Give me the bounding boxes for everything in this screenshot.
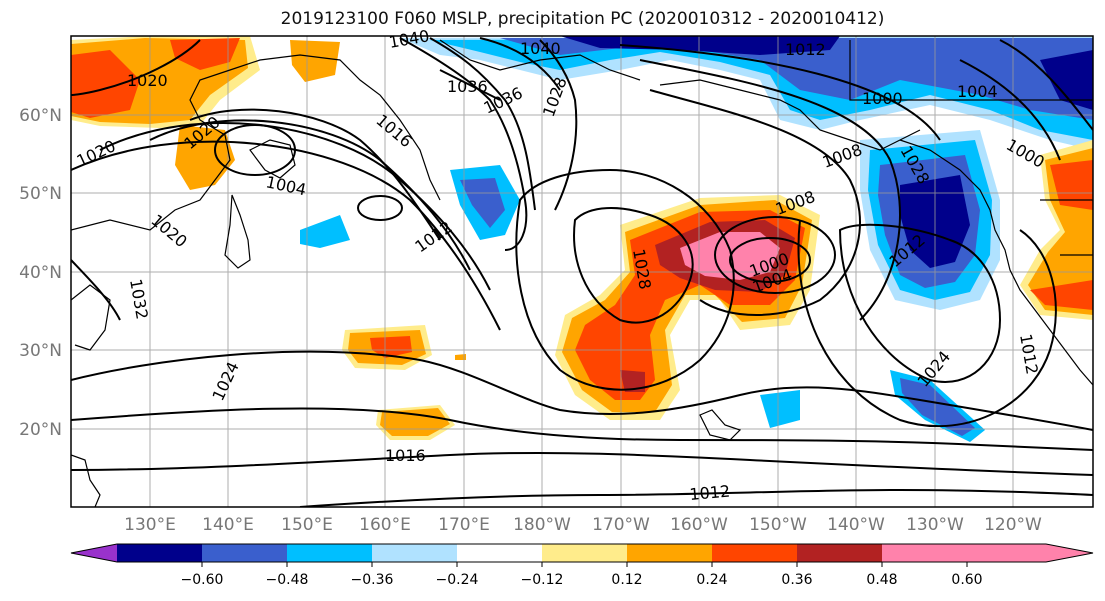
contour-label: 1040	[520, 39, 561, 58]
colorbar-cell-6	[542, 544, 627, 562]
map-plot-area	[71, 36, 1093, 507]
lat-label-60n: 60°N	[19, 106, 62, 126]
colorbar-tick: −0.36	[351, 572, 394, 588]
colorbar-cell-4	[372, 544, 457, 562]
lon-label: 130°W	[906, 515, 964, 535]
lon-label: 120°W	[984, 515, 1042, 535]
graticule	[71, 36, 1093, 507]
colorbar-tick: 0.12	[611, 572, 642, 588]
colorbar-tick: −0.60	[181, 572, 224, 588]
contour-label: 1016	[385, 446, 426, 465]
colorbar-cell-0	[71, 544, 117, 562]
map-title: 2019123100 F060 MSLP, precipitation PC (…	[280, 9, 885, 29]
colorbar-cell-5	[457, 544, 542, 562]
precip-shading	[71, 36, 1093, 442]
lon-label: 140°E	[202, 515, 254, 535]
map-frame	[70, 35, 1094, 508]
longitude-labels: 130°E 140°E 150°E 160°E 170°E 180°W 170°…	[124, 515, 1042, 535]
colorbar-cell-10	[882, 544, 1093, 562]
colorbar-tick: 0.24	[696, 572, 727, 588]
colorbar-outline	[70, 543, 1094, 563]
contour-label: 1000	[862, 89, 903, 108]
lon-label: 150°W	[749, 515, 807, 535]
colorbar: −0.60 −0.48 −0.36 −0.24 −0.12 0.12 0.24 …	[70, 543, 1094, 588]
contour-label: 1020	[127, 71, 168, 90]
lon-label: 180°W	[513, 515, 571, 535]
lat-label-30n: 30°N	[19, 341, 62, 361]
lat-label-40n: 40°N	[19, 263, 62, 283]
lon-label: 170°W	[592, 515, 650, 535]
colorbar-tick: −0.24	[436, 572, 479, 588]
contour-label: 1012	[785, 40, 826, 59]
colorbar-cell-3	[287, 544, 372, 562]
contour-label: 1036	[447, 77, 488, 96]
lat-label-20n: 20°N	[19, 420, 62, 440]
colorbar-tick: 0.48	[866, 572, 897, 588]
contour-label: 1004	[957, 82, 998, 101]
contour-label: 1012	[689, 482, 731, 504]
lon-label: 150°E	[281, 515, 333, 535]
latitude-labels: 60°N 50°N 40°N 30°N 20°N	[19, 106, 62, 440]
lat-label-50n: 50°N	[19, 184, 62, 204]
colorbar-tick: 0.60	[951, 572, 982, 588]
coastlines	[71, 39, 1093, 507]
colorbar-tick: −0.48	[266, 572, 309, 588]
contour-labels: 1040 1040 1036 1036 1020 1020 1020 1016 …	[74, 26, 1048, 504]
colorbar-cell-8	[712, 544, 797, 562]
colorbar-tick: 0.36	[781, 572, 812, 588]
colorbar-cell-2	[202, 544, 287, 562]
colorbar-tick: −0.12	[521, 572, 564, 588]
colorbar-cell-9	[797, 544, 882, 562]
colorbar-cell-7	[627, 544, 712, 562]
lon-label: 170°E	[438, 515, 490, 535]
lon-label: 160°E	[359, 515, 411, 535]
lon-label: 130°E	[124, 515, 176, 535]
lon-label: 160°W	[670, 515, 728, 535]
lon-label: 140°W	[827, 515, 885, 535]
mslp-contours	[71, 37, 1093, 507]
colorbar-cell-1	[117, 544, 202, 562]
